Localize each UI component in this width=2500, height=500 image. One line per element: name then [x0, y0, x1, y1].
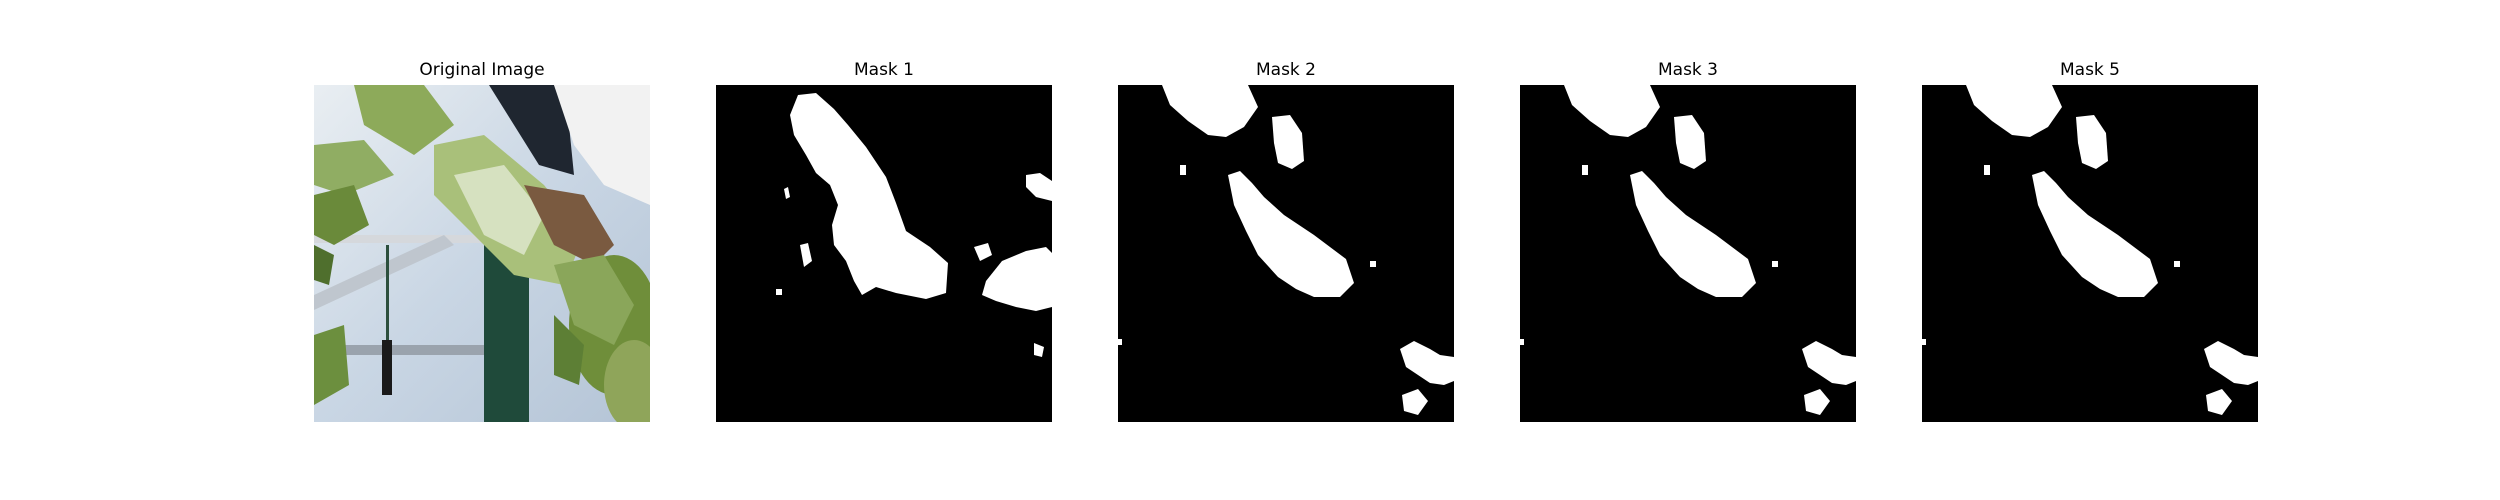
- panel-original-image: Original Image: [314, 60, 650, 422]
- panel-mask-5: Mask 5: [1922, 60, 2258, 422]
- original-photo: [314, 85, 650, 422]
- mask-image: [1922, 85, 2258, 422]
- panel-mask-3: Mask 3: [1520, 60, 1856, 422]
- panel-title: Mask 5: [2059, 60, 2120, 80]
- panel-title: Mask 1: [853, 60, 914, 80]
- mask-image: [716, 85, 1052, 422]
- mask-image: [1118, 85, 1454, 422]
- panel-title: Mask 3: [1657, 60, 1718, 80]
- panel-mask-2: Mask 2: [1118, 60, 1454, 422]
- mask-image: [1520, 85, 1856, 422]
- panel-title: Mask 2: [1255, 60, 1316, 80]
- panel-mask-1: Mask 1: [716, 60, 1052, 422]
- panel-title: Original Image: [419, 60, 545, 80]
